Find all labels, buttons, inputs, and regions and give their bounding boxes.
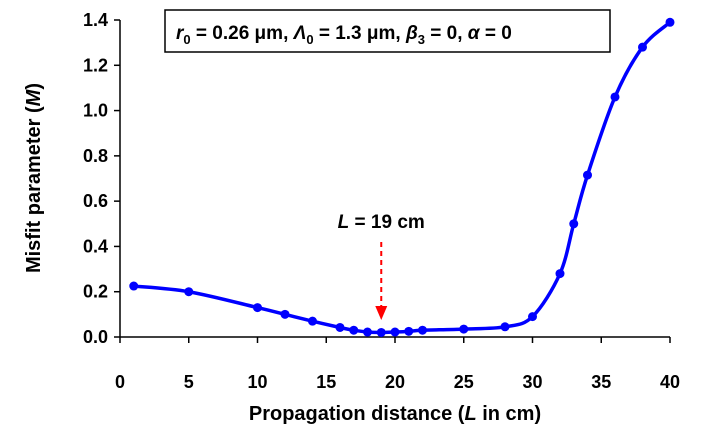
x-tick-label: 20 [385,372,405,392]
data-point [500,322,510,332]
params-lam-var: Λ [293,23,307,44]
y-axis-label-suffix: ) [23,83,45,90]
data-point [363,327,372,337]
data-point [253,303,262,313]
x-tick-label: 0 [115,372,125,392]
params-beta-sub: 3 [418,32,425,47]
x-tick-label: 25 [454,372,474,392]
data-point [280,309,290,319]
data-point [583,170,592,180]
params-text: r0 = 0.26 μm, Λ0 = 1.3 μm, β3 = 0, α = 0 [176,23,512,47]
params-r-var: r [176,23,185,44]
y-tick-label: 1.4 [83,10,108,30]
x-axis-label: Propagation distance (L in cm) [249,403,541,425]
annotation-arrow-head [375,306,388,320]
data-point [528,312,537,322]
series-points [129,17,675,337]
x-tick-label: 15 [316,372,336,392]
x-tick-label: 5 [184,372,194,392]
y-tick-label: 1.2 [83,55,108,75]
x-tick-label: 30 [522,372,542,392]
x-axis-label-suffix: in cm) [477,403,541,425]
y-tick-label: 0.8 [83,146,108,166]
params-box: r0 = 0.26 μm, Λ0 = 1.3 μm, β3 = 0, α = 0 [164,9,611,53]
data-point [555,269,565,279]
data-point [376,327,386,337]
y-tick-label: 1.0 [83,101,108,121]
x-tick-label: 10 [247,372,267,392]
y-axis-label: Misfit parameter (M) [23,83,45,273]
y-axis-label-prefix: Misfit parameter ( [23,106,45,273]
data-point [390,327,400,337]
data-point [349,325,359,335]
y-tick-label: 0.4 [83,236,108,256]
y-tick-label: 0.0 [83,327,108,347]
data-point [418,325,427,335]
annotation-var: L [338,212,350,233]
data-point [129,281,139,291]
data-point [569,219,579,229]
data-point [184,287,194,297]
params-box-frame [164,9,611,53]
x-tick-label: 35 [591,372,611,392]
y-ticks: 0.0 0.2 0.4 0.6 0.8 1.0 1.2 1.4 [83,10,120,347]
data-point [308,316,317,326]
params-r-sub: 0 [183,32,190,47]
y-tick-label: 0.2 [83,282,108,302]
y-axis-label-var: M [23,88,45,106]
data-point [610,92,620,102]
params-r-val: = 0.26 μm, [191,23,294,44]
data-point [665,17,675,27]
x-ticks: 0 5 10 15 20 25 30 35 40 [115,337,680,392]
params-lam-sub: 0 [306,32,313,47]
params-beta-var: β [405,23,418,44]
data-point [335,322,345,332]
params-alpha-val: = 0 [480,23,512,44]
data-point [638,42,647,52]
params-lam-val: = 1.3 μm, [314,23,406,44]
x-tick-label: 40 [660,372,680,392]
params-beta-val: = 0, [425,23,468,44]
annotation-value: = 19 cm [349,212,425,233]
params-alpha-var: α [468,23,481,44]
data-point [404,326,414,336]
y-tick-label: 0.6 [83,191,108,211]
x-axis-label-var: L [464,403,476,425]
data-point [459,324,469,334]
annotation-label: L = 19 cm [338,212,425,233]
x-axis-label-prefix: Propagation distance ( [249,403,465,425]
